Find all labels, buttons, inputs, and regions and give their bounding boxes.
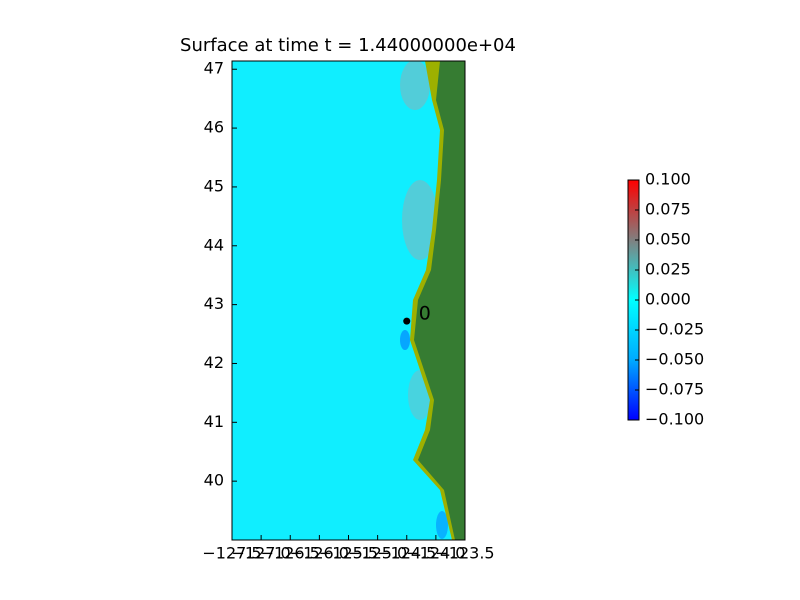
- colorbar-tick-label: −0.075: [645, 380, 704, 399]
- x-tick-label: −126.5: [261, 544, 320, 563]
- colorbar-tick-label: 0.075: [645, 200, 691, 219]
- map: [232, 61, 465, 540]
- x-tick-label: −123.5: [435, 544, 494, 563]
- y-tick-label: 42: [204, 353, 224, 372]
- x-tick-label: −127.0: [232, 544, 291, 563]
- colorbar-tick-label: −0.050: [645, 350, 704, 369]
- surface-anomaly: [400, 330, 410, 350]
- y-tick-label: 44: [204, 235, 224, 254]
- surface-anomaly: [436, 511, 448, 539]
- y-tick-label: 41: [204, 412, 224, 431]
- land: [414, 61, 465, 540]
- x-tick-label: −124.5: [377, 544, 436, 563]
- colorbar-tick-label: −0.100: [645, 410, 704, 429]
- colorbar-tick-label: 0.100: [645, 170, 691, 189]
- x-tick-label: −125.5: [319, 544, 378, 563]
- colorbar-tick-label: 0.000: [645, 290, 691, 309]
- x-tick-label: −124.0: [406, 544, 465, 563]
- chart-title: Surface at time t = 1.44000000e+04: [180, 35, 516, 56]
- y-tick-label: 47: [204, 59, 224, 78]
- x-tick-label: −127.5: [202, 544, 261, 563]
- y-tick-label: 40: [204, 471, 224, 490]
- x-tick-label: −126.0: [290, 544, 349, 563]
- surface-anomaly: [400, 61, 430, 110]
- y-tick-label: 45: [204, 176, 224, 195]
- y-tick-label: 43: [204, 294, 224, 313]
- colorbar-tick-label: 0.050: [645, 230, 691, 249]
- colorbar-tick-label: 0.025: [645, 260, 691, 279]
- surface-anomaly: [402, 180, 438, 260]
- gauge: [403, 317, 411, 325]
- x-tick-label: −125.0: [348, 544, 407, 563]
- colorbar-tick-label: −0.025: [645, 320, 704, 339]
- y-tick-label: 46: [204, 118, 224, 137]
- gauge-label: 0: [419, 303, 431, 325]
